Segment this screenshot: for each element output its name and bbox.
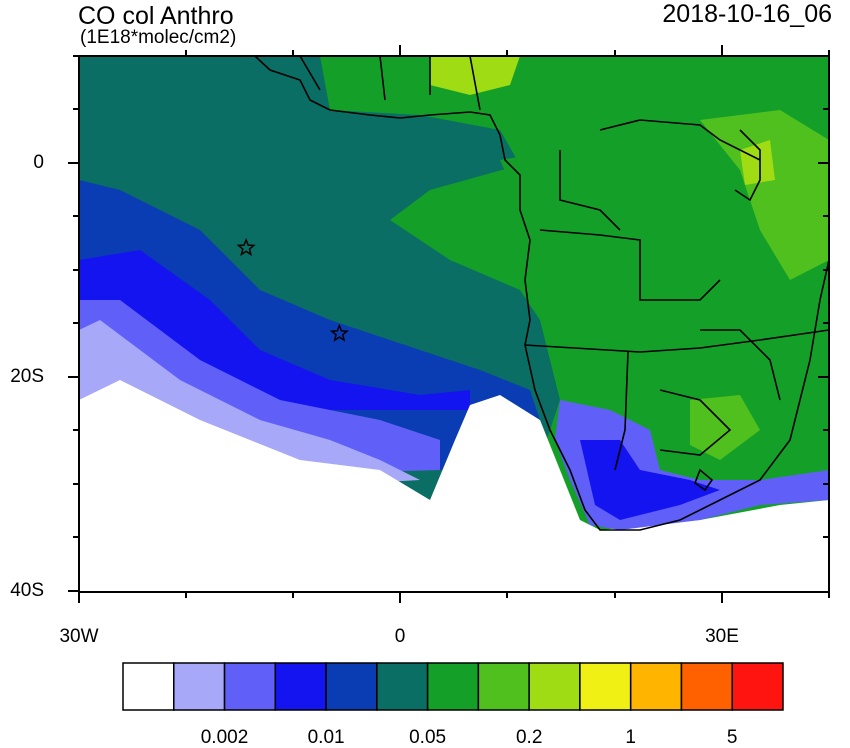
colorbar-box-5 bbox=[376, 662, 429, 711]
axis-ticks bbox=[68, 45, 830, 603]
colorbar-box-0 bbox=[122, 662, 175, 711]
colorbar-label-5: 5 bbox=[726, 727, 738, 748]
colorbar-box-4 bbox=[325, 662, 378, 711]
colorbar-box-12 bbox=[731, 662, 784, 711]
colorbar-box-11 bbox=[680, 662, 733, 711]
y-label-20s: 20S bbox=[10, 366, 44, 387]
station-markers bbox=[236, 237, 349, 342]
y-label-40s: 40S bbox=[10, 580, 44, 601]
map-title: CO col Anthro bbox=[78, 2, 234, 30]
star-marker-0 bbox=[236, 237, 256, 257]
star-marker-1 bbox=[329, 323, 349, 342]
coastline bbox=[254, 56, 829, 531]
x-label-30w: 30W bbox=[59, 626, 99, 647]
colorbar-box-2 bbox=[223, 662, 277, 711]
x-label-0: 0 bbox=[394, 626, 406, 647]
colorbar bbox=[122, 662, 784, 711]
colorbar-box-6 bbox=[426, 662, 480, 711]
colorbar-box-9 bbox=[579, 662, 632, 711]
y-label-0: 0 bbox=[33, 152, 44, 173]
colorbar-box-10 bbox=[629, 662, 683, 711]
colorbar-label-1: 0.01 bbox=[307, 727, 345, 748]
colorbar-label-2: 0.05 bbox=[409, 727, 447, 748]
map-datetime: 2018-10-16_06 bbox=[662, 0, 832, 28]
colorbar-label-3: 0.2 bbox=[515, 727, 543, 748]
colorbar-label-0: 0.002 bbox=[200, 727, 249, 748]
colorbar-box-8 bbox=[528, 662, 581, 711]
map-units: (1E18*molec/cm2) bbox=[80, 27, 237, 48]
colorbar-box-7 bbox=[477, 662, 530, 711]
colorbar-label-4: 1 bbox=[625, 727, 636, 748]
colorbar-box-3 bbox=[274, 662, 327, 711]
colorbar-box-1 bbox=[173, 662, 226, 711]
x-label-30e: 30E bbox=[705, 626, 739, 647]
map-field bbox=[79, 56, 829, 592]
